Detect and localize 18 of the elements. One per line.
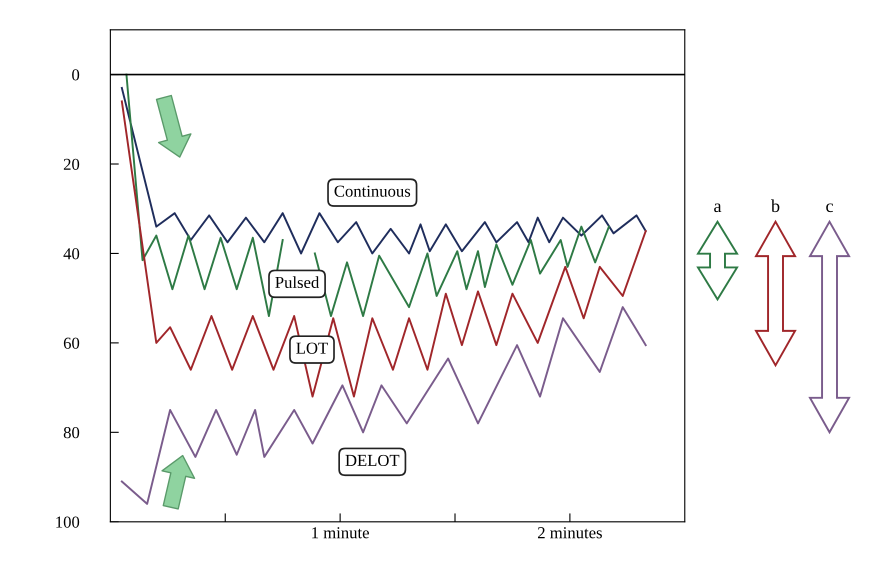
series-label: LOT [296, 342, 328, 354]
line-series [120, 306, 647, 505]
y-tick-label: 40 [63, 248, 80, 260]
y-tick-label: 80 [64, 427, 80, 438]
text: b [771, 199, 780, 212]
text: c [826, 203, 833, 212]
line-series [120, 87, 647, 254]
y-tick-label: 20 [64, 158, 80, 170]
y-tick-label: 60 [64, 338, 80, 349]
y-tick-label: 0 [72, 69, 80, 81]
series-label: Pulsed [275, 276, 320, 288]
x-tick-label: 2 minutes [538, 527, 602, 538]
y-tick-label: 100 [56, 516, 80, 528]
x-tick-label: 1 minute [312, 527, 369, 538]
series-label: Continuous [334, 186, 410, 197]
text: a [714, 203, 722, 212]
line-series [120, 100, 647, 398]
series-label: DELOT [345, 454, 400, 466]
